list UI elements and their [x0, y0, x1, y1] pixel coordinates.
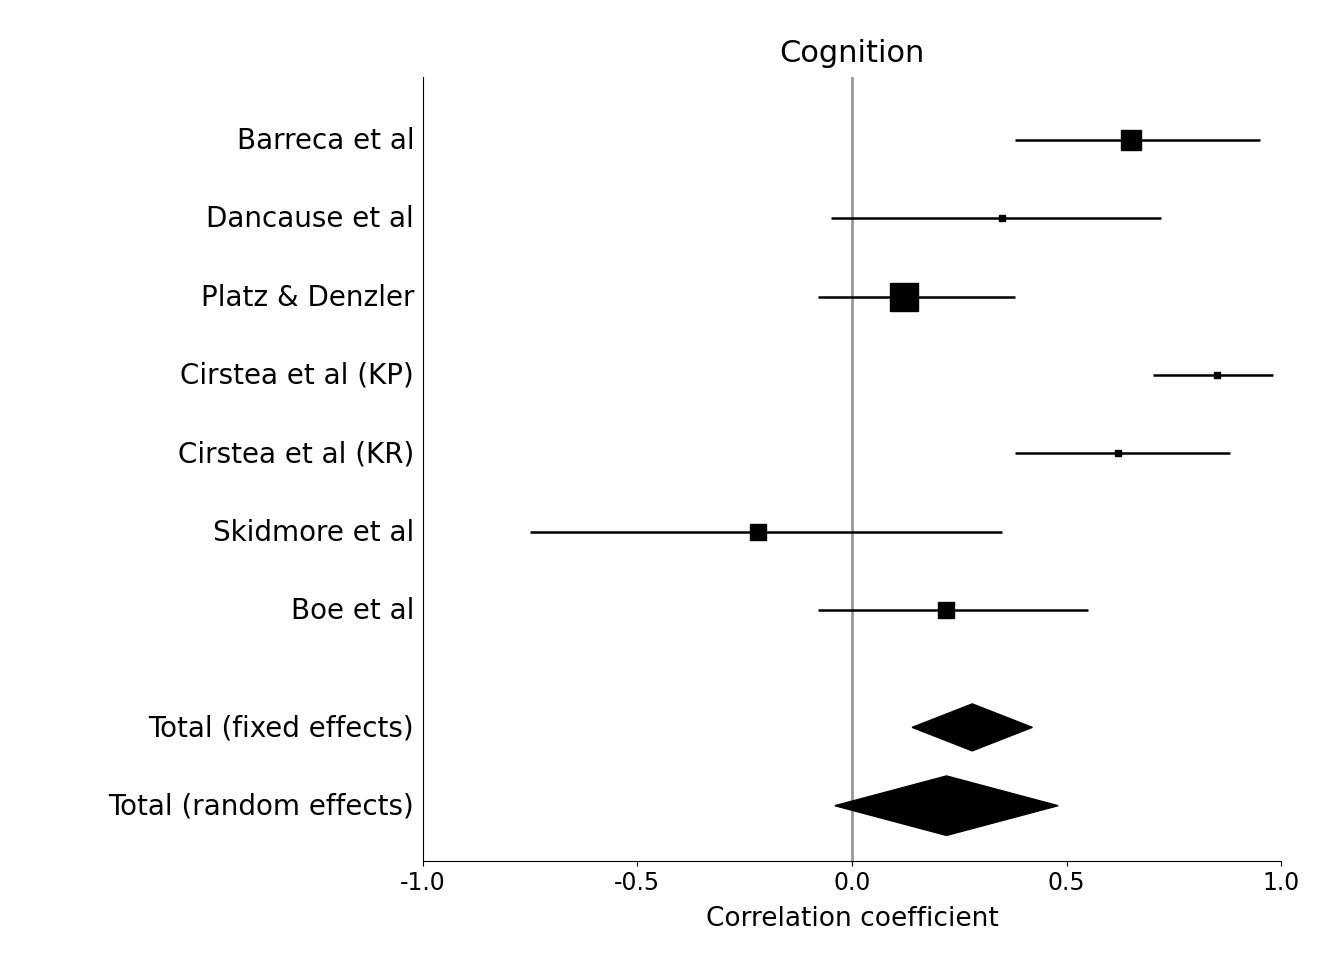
- Title: Cognition: Cognition: [779, 38, 925, 67]
- Text: Total (random effects): Total (random effects): [108, 792, 415, 820]
- Text: Cirstea et al (KR): Cirstea et al (KR): [178, 440, 415, 467]
- Text: Cirstea et al (KP): Cirstea et al (KP): [181, 362, 415, 389]
- Polygon shape: [835, 777, 1058, 835]
- Text: Boe et al: Boe et al: [291, 597, 415, 624]
- Text: Total (fixed effects): Total (fixed effects): [148, 714, 415, 741]
- Text: Skidmore et al: Skidmore et al: [213, 518, 415, 546]
- Polygon shape: [911, 704, 1033, 751]
- X-axis label: Correlation coefficient: Correlation coefficient: [705, 906, 999, 931]
- Text: Platz & Denzler: Platz & Denzler: [201, 284, 415, 311]
- Text: Barreca et al: Barreca et al: [236, 127, 415, 155]
- Text: Dancause et al: Dancause et al: [206, 205, 415, 233]
